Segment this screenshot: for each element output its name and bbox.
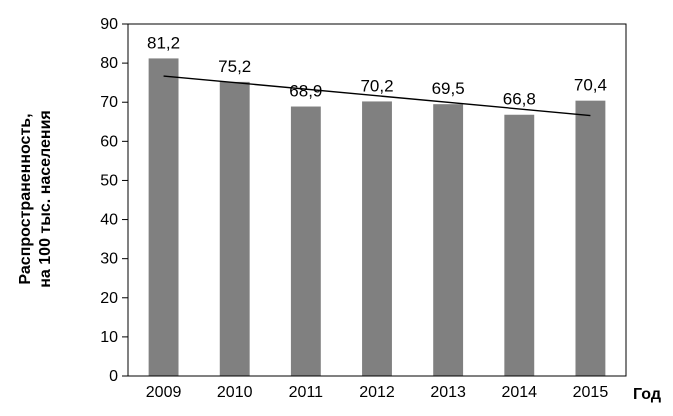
y-axis-title: Распространенность, на 100 тыс. населени… bbox=[17, 110, 54, 287]
bar-2009 bbox=[148, 58, 179, 376]
bars bbox=[148, 58, 606, 376]
x-axis-ticks: 2009 2010 2011 2012 2013 2014 2015 bbox=[146, 384, 609, 401]
y-axis-ticks: 0 10 20 30 40 50 60 70 80 90 bbox=[100, 16, 128, 385]
data-label-2009: 81,2 bbox=[147, 33, 180, 52]
y-tick-label: 50 bbox=[100, 172, 118, 189]
y-tick-label: 60 bbox=[100, 133, 118, 150]
bar-2013 bbox=[433, 104, 464, 376]
plot-frame bbox=[127, 23, 627, 377]
y-axis-title-line-2: на 100 тыс. населения bbox=[37, 110, 54, 287]
y-tick-label: 0 bbox=[109, 368, 118, 385]
x-tick-label-2012: 2012 bbox=[359, 384, 395, 401]
data-label-2012: 70,2 bbox=[360, 76, 393, 95]
x-tick-label-2015: 2015 bbox=[573, 384, 609, 401]
bar-2014 bbox=[504, 114, 535, 376]
trendline bbox=[163, 75, 591, 117]
bar-2015 bbox=[575, 100, 606, 376]
x-axis-title: Год bbox=[633, 386, 661, 403]
y-tick-label: 20 bbox=[100, 290, 118, 307]
data-label-2011: 68,9 bbox=[289, 82, 322, 101]
y-tick-label: 70 bbox=[100, 94, 118, 111]
data-labels: 81,2 75,2 68,9 70,2 69,5 66,8 70,4 bbox=[147, 33, 607, 108]
bar-2010 bbox=[219, 81, 250, 376]
y-tick-label: 80 bbox=[100, 55, 118, 72]
y-tick-label: 10 bbox=[100, 329, 118, 346]
bar-2011 bbox=[290, 106, 321, 376]
y-tick-label: 30 bbox=[100, 251, 118, 268]
data-label-2015: 70,4 bbox=[574, 76, 607, 95]
bar-2012 bbox=[362, 101, 392, 376]
data-label-2014: 66,8 bbox=[503, 90, 536, 109]
x-tick-label-2010: 2010 bbox=[217, 384, 253, 401]
x-tick-label-2014: 2014 bbox=[501, 384, 537, 401]
trendline-group bbox=[163, 75, 591, 117]
x-tick-label-2009: 2009 bbox=[146, 384, 182, 401]
y-tick-label: 90 bbox=[100, 16, 118, 33]
x-tick-label-2013: 2013 bbox=[430, 384, 466, 401]
data-label-2010: 75,2 bbox=[218, 57, 251, 76]
y-axis-title-line-1: Распространенность, bbox=[17, 113, 34, 284]
data-label-2013: 69,5 bbox=[432, 79, 465, 98]
y-tick-label: 40 bbox=[100, 212, 118, 229]
x-tick-label-2011: 2011 bbox=[289, 384, 324, 401]
